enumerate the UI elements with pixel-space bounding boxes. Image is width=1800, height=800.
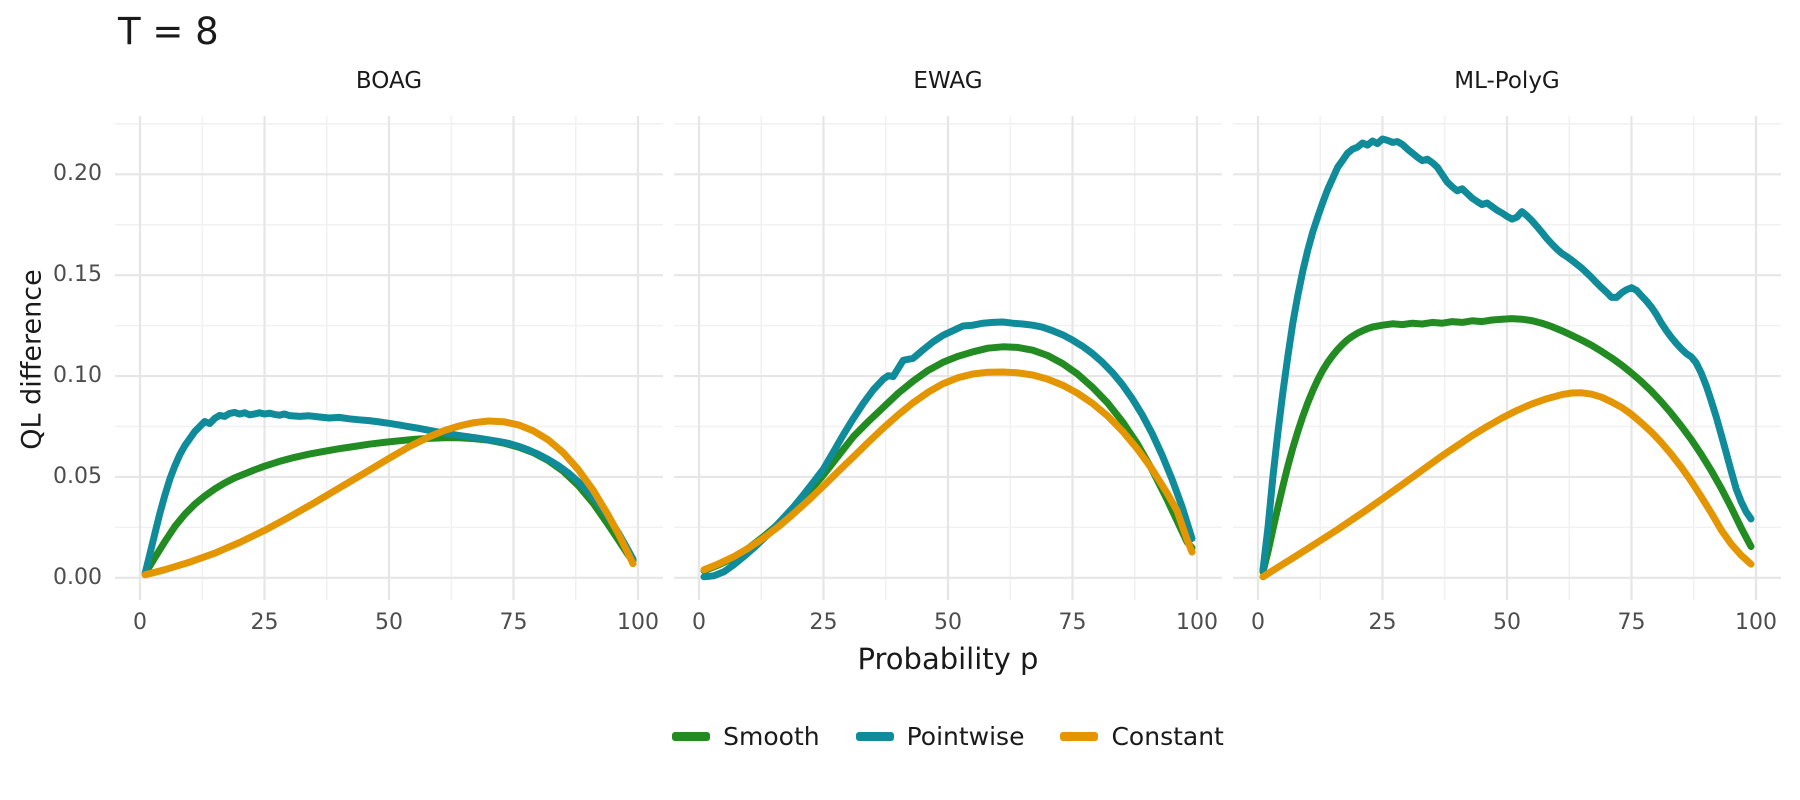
- plot-title: T = 8: [118, 10, 219, 53]
- y-axis-tick-labels: 0.00 0.05 0.10 0.15 0.20: [0, 116, 104, 600]
- x-tick-label: 100: [1176, 610, 1218, 635]
- legend-label: Smooth: [723, 722, 820, 751]
- facet-strip-label: EWAG: [913, 68, 983, 94]
- x-tick-label: 0: [1251, 610, 1265, 635]
- panel-plot-area: [674, 116, 1222, 600]
- x-axis-tick-labels: 0 25 50 75 100: [1233, 600, 1781, 635]
- x-axis-tick-labels: 0 25 50 75 100: [674, 600, 1222, 635]
- legend-item-pointwise: Pointwise: [855, 722, 1025, 751]
- legend-label: Pointwise: [906, 722, 1025, 751]
- y-tick-label: 0.00: [53, 564, 102, 590]
- facet-ml-polyg: ML-PolyG 0 25 50 75 100: [1233, 62, 1781, 635]
- x-axis-tick-labels: 0 25 50 75 100: [115, 600, 663, 635]
- x-tick-label: 25: [809, 610, 838, 635]
- x-tick-label: 0: [692, 610, 706, 635]
- x-tick-label: 75: [1058, 610, 1087, 635]
- x-tick-label: 75: [499, 610, 528, 635]
- constant-line-swatch: [1060, 732, 1099, 741]
- panel-plot-area: [1233, 116, 1781, 600]
- legend-item-smooth: Smooth: [672, 722, 820, 751]
- facet-strip-label: ML-PolyG: [1454, 68, 1560, 94]
- legend-item-constant: Constant: [1060, 722, 1224, 751]
- x-tick-label: 50: [375, 610, 403, 635]
- y-tick-label: 0.20: [53, 161, 102, 187]
- y-tick-label: 0.10: [53, 363, 102, 389]
- x-tick-label: 100: [1735, 610, 1777, 635]
- y-tick-label: 0.05: [53, 463, 102, 489]
- y-tick-label: 0.15: [53, 262, 102, 288]
- x-axis-title: Probability p: [857, 642, 1039, 676]
- facet-strip-label: BOAG: [355, 68, 423, 94]
- x-tick-label: 0: [133, 610, 147, 635]
- panel-plot-area: [115, 116, 663, 600]
- facet-ewag: EWAG 0 25 50 75 100: [674, 62, 1222, 635]
- x-tick-label: 100: [617, 610, 659, 635]
- facet-boag: BOAG 0 25 50 75 100: [115, 62, 663, 635]
- pointwise-line-swatch: [855, 732, 894, 741]
- x-tick-label: 50: [1493, 610, 1521, 635]
- x-tick-label: 25: [1368, 610, 1397, 635]
- x-tick-label: 75: [1617, 610, 1646, 635]
- x-tick-label: 25: [250, 610, 279, 635]
- smooth-line-swatch: [672, 732, 711, 741]
- x-tick-label: 50: [934, 610, 962, 635]
- legend: Smooth Pointwise Constant: [115, 722, 1781, 751]
- legend-label: Constant: [1111, 722, 1224, 751]
